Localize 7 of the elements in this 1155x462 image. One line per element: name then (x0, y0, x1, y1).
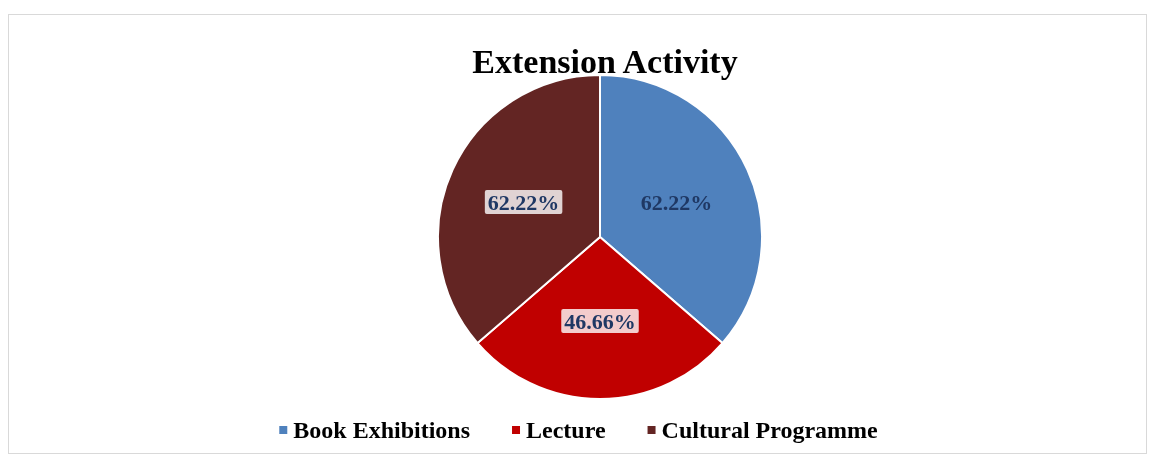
legend-label: Lecture (526, 417, 606, 443)
data-label: 62.22% (487, 189, 560, 215)
data-label: 46.66% (564, 308, 636, 334)
legend-label: Book Exhibitions (293, 417, 471, 443)
legend-label: Cultural Programme (661, 417, 879, 443)
data-label: 62.22% (640, 189, 713, 215)
chart-title: Extension Activity (472, 42, 738, 80)
